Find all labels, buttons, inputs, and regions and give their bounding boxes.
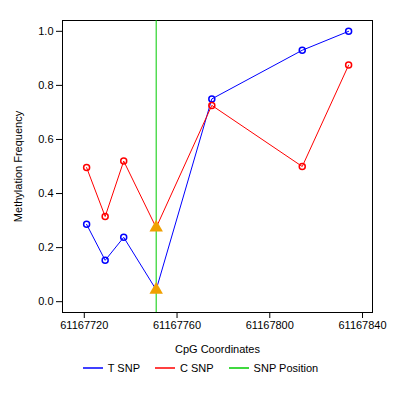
html-text:T SNP: T SNP [107,362,140,374]
svg-text:1.0: 1.0 [38,25,53,37]
svg-text:Methylation Frequency: Methylation Frequency [12,110,24,222]
svg-text:CpG Coordinates: CpG Coordinates [175,343,260,355]
svg-text:61167840: 61167840 [338,319,386,331]
svg-text:61167720: 61167720 [60,319,108,331]
svg-text:0.2: 0.2 [38,241,53,253]
svg-text:0.0: 0.0 [38,295,53,307]
svg-text:61167800: 61167800 [246,319,294,331]
html-text:C SNP: C SNP [180,362,214,374]
svg-text:0.6: 0.6 [38,133,53,145]
svg-text:0.8: 0.8 [38,79,53,91]
svg-text:0.4: 0.4 [38,187,53,199]
html-text:SNP Position: SNP Position [253,362,319,374]
svg-text:61167760: 61167760 [153,319,201,331]
